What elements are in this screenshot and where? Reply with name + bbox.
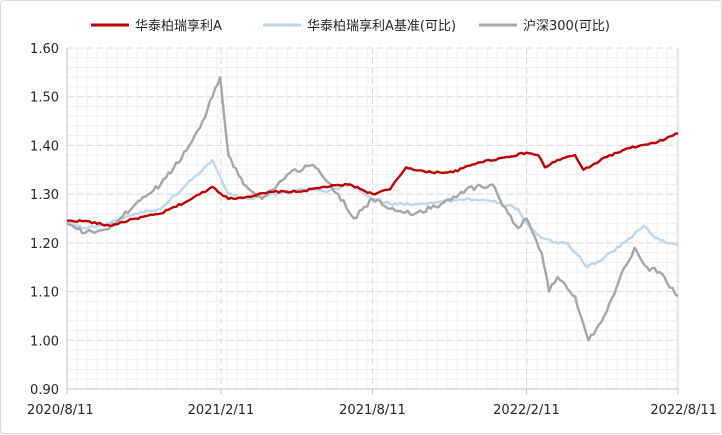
y-tick-label: 1.00 [30,334,59,349]
series-layer [66,75,679,342]
grid [67,47,678,389]
x-tick-label: 2021/2/11 [188,403,255,418]
series-line-0 [66,132,679,228]
legend-label-1: 华泰柏瑞享利A基准(可比) [307,18,456,34]
y-tick-label: 1.10 [30,286,59,301]
legend: 华泰柏瑞享利A 华泰柏瑞享利A基准(可比) 沪深300(可比) [91,18,610,34]
y-tick-label: 1.20 [30,237,59,252]
y-tick-label: 1.50 [30,91,59,106]
y-tick-label: 1.40 [30,139,59,154]
series-line-2 [66,75,679,342]
x-tick-label: 2020/8/11 [27,403,94,418]
x-tick-label: 2022/8/11 [650,403,717,418]
legend-label-2: 沪深300(可比) [523,18,610,34]
x-tick-label: 2021/8/11 [339,403,406,418]
legend-label-0: 华泰柏瑞享利A [135,18,222,34]
axes: 0.90 1.00 1.10 1.20 1.30 1.40 1.50 1.60 2020/8/1… [27,42,717,418]
y-tick-label: 0.90 [30,383,59,398]
y-tick-label: 1.60 [30,42,59,57]
x-tick-label: 2022/2/11 [493,403,560,418]
y-tick-label: 1.30 [30,188,59,203]
